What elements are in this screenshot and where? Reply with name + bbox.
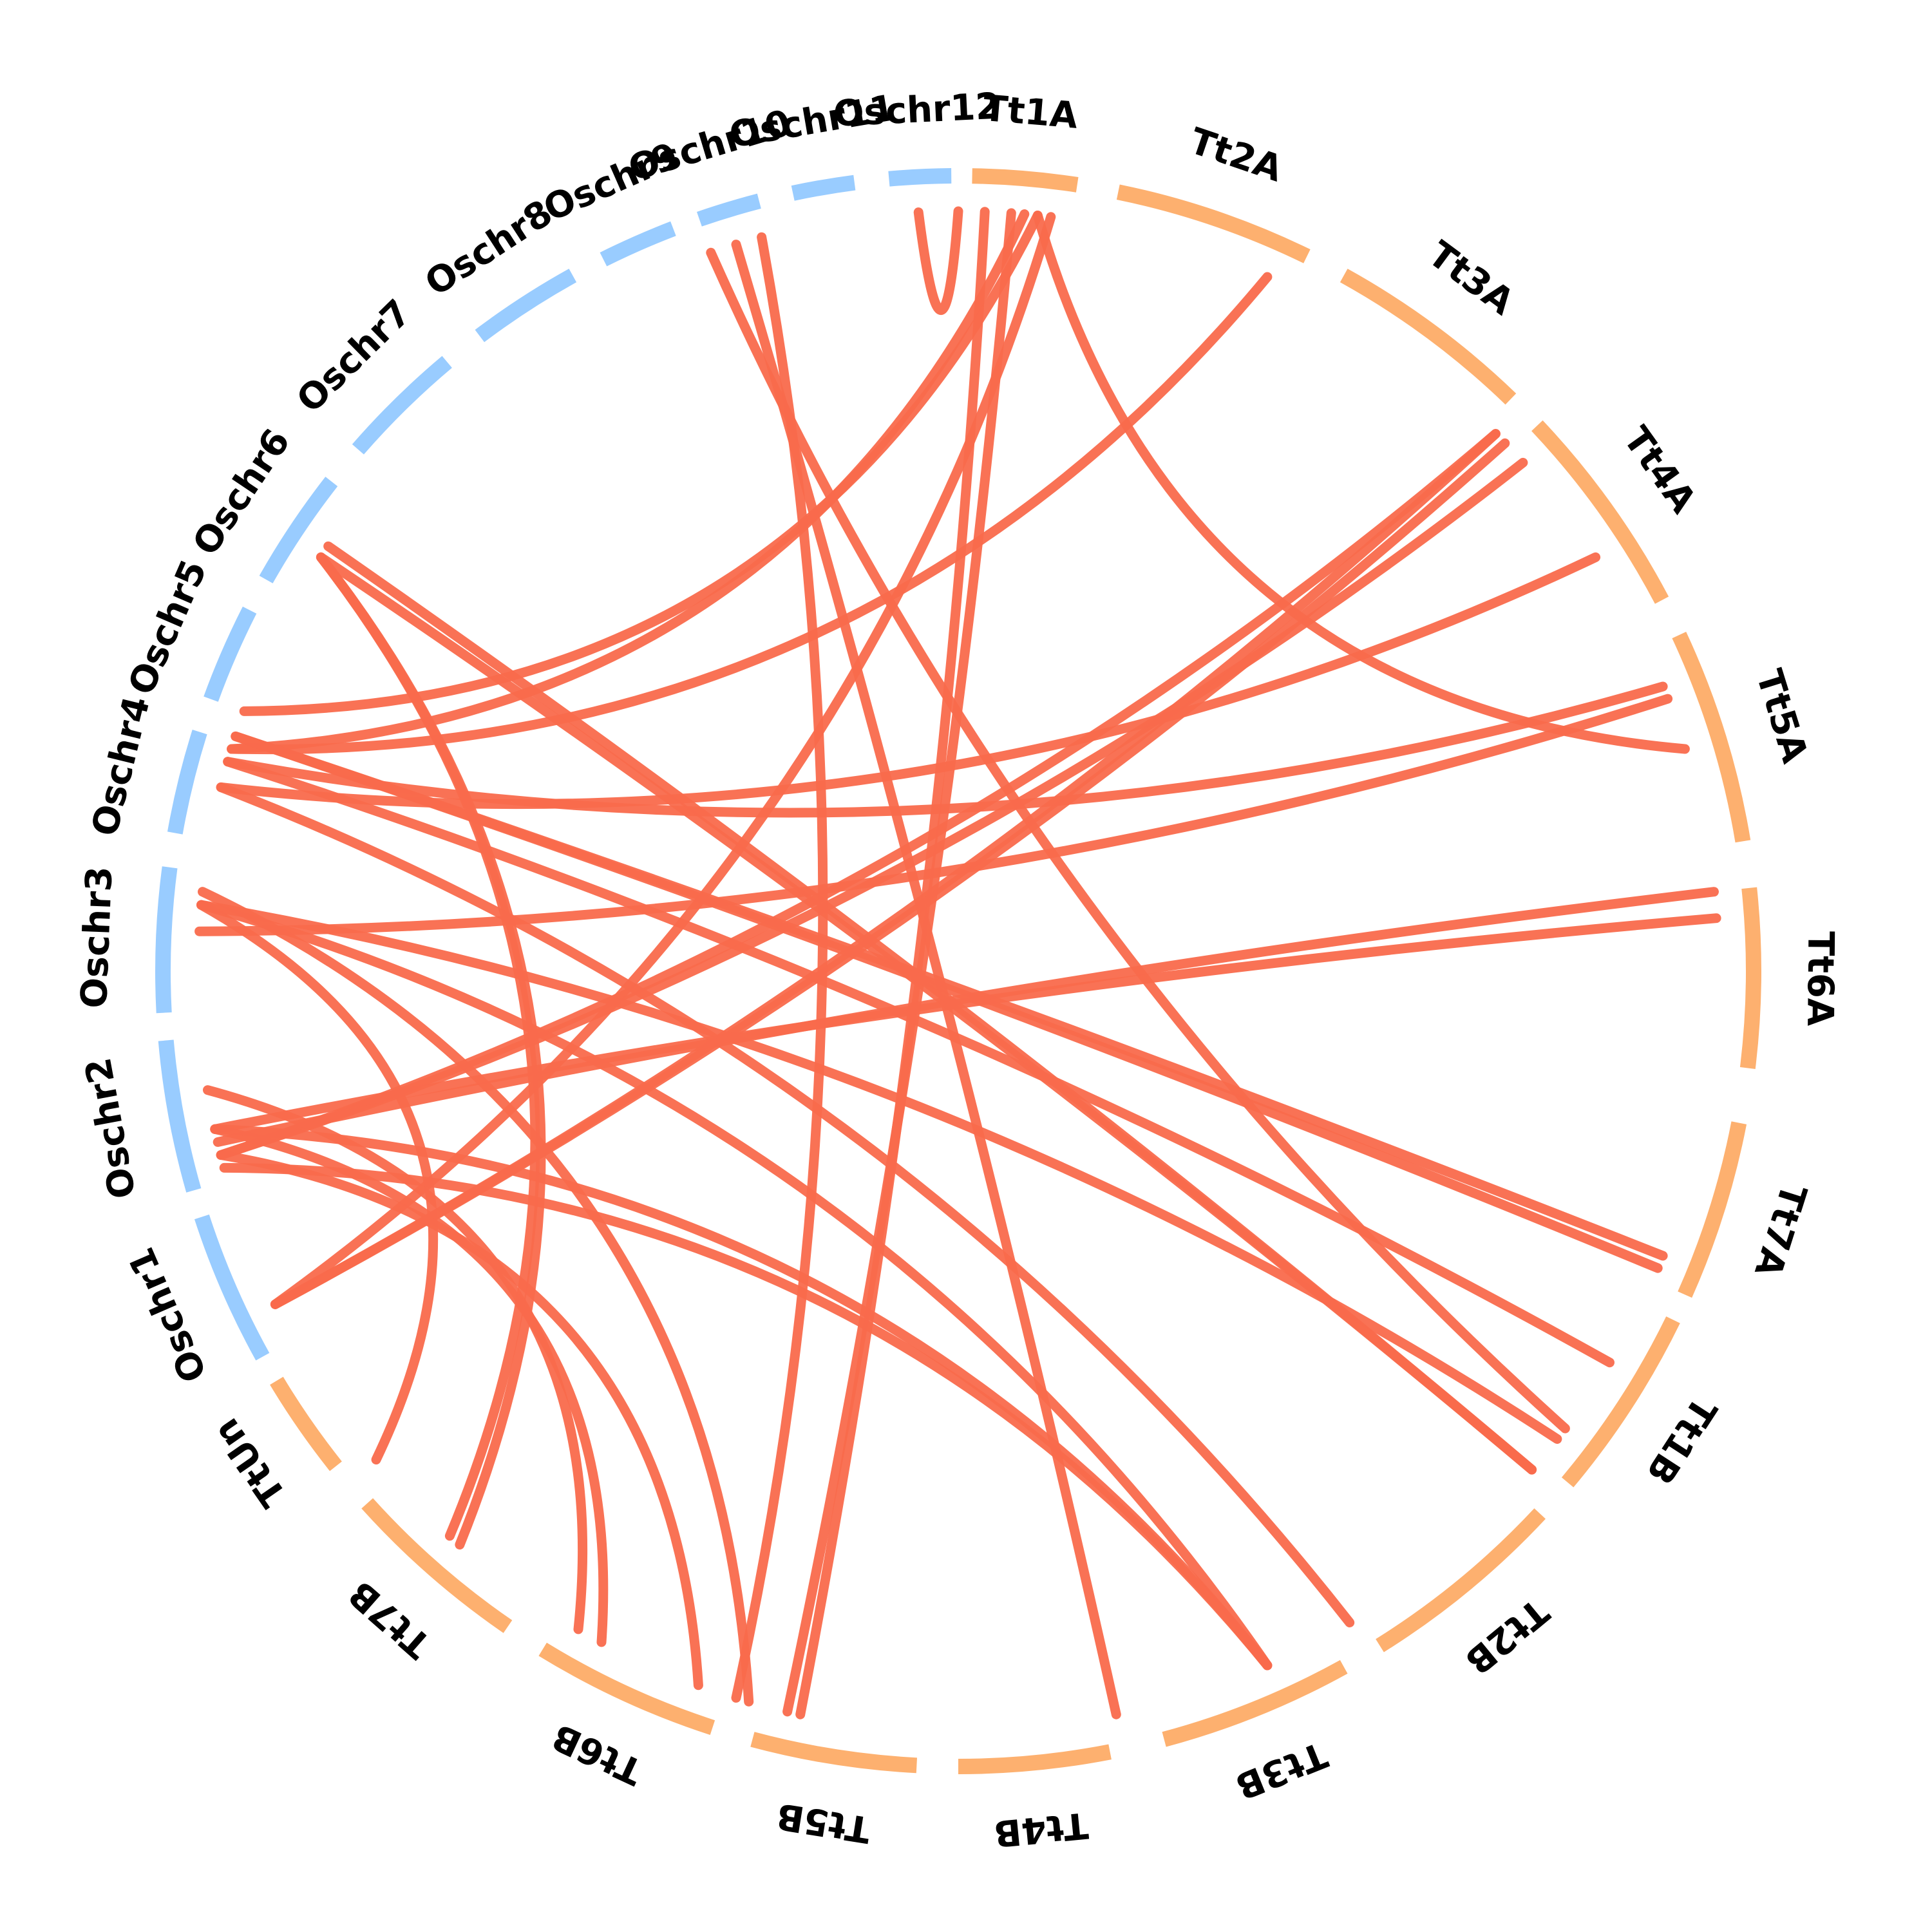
synteny-link-oschr5-tt2b bbox=[216, 782, 1355, 1627]
chromosome-label-tt7b: Tt7B bbox=[341, 1572, 439, 1666]
chromosome-arc-oschr12 bbox=[888, 168, 952, 187]
chromosome-arc-tt3b bbox=[1162, 1660, 1348, 1747]
chromosome-label-tt5a: Tt5A bbox=[1748, 665, 1816, 768]
chromosome-label-tt6a: Tt6A bbox=[1799, 931, 1841, 1027]
chromosome-arc-tt5b bbox=[750, 1732, 918, 1774]
chromosome-label-tt2a: Tt2A bbox=[1184, 120, 1288, 191]
synteny-link-oschr3-ttun bbox=[196, 900, 439, 1464]
synteny-link-oschr4-tt3b bbox=[196, 900, 1273, 1671]
chromosome-arc-tt2b bbox=[1376, 1508, 1546, 1653]
synteny-link-tt4a-oschr4 bbox=[216, 552, 1601, 810]
chromosome-arc-tt5a bbox=[1672, 632, 1751, 843]
chromosome-arc-tt7b bbox=[361, 1498, 513, 1633]
chromosome-arc-tt6b bbox=[538, 1642, 715, 1736]
synteny-link-oschr2-tt6b bbox=[210, 1124, 609, 1647]
chromosome-label-tt1b: Tt1B bbox=[1638, 1390, 1724, 1492]
synteny-link-tt3a-oschr2 bbox=[216, 457, 1528, 1160]
synteny-link-oschr4-tt1b bbox=[223, 757, 1615, 1368]
chromosome-label-oschr3: Oschr3 bbox=[73, 866, 121, 1009]
synteny-link-oschr6-tt1b bbox=[323, 541, 1537, 1475]
synteny-link-tt1a-oschr1 bbox=[270, 212, 1056, 1309]
chromosome-arc-oschr11 bbox=[791, 175, 856, 201]
chromosome-arc-tt2a bbox=[1116, 184, 1311, 263]
chromosome-label-tt3b: Tt3B bbox=[1229, 1733, 1332, 1807]
chromosome-arc-tt3a bbox=[1340, 269, 1517, 405]
chromosome-label-tt3a: Tt3A bbox=[1421, 233, 1522, 323]
chromosome-label-tt4b: Tt4B bbox=[992, 1804, 1090, 1855]
chromosome-arc-oschr4 bbox=[167, 729, 207, 835]
chromosome-label-oschr2: Oschr2 bbox=[77, 1055, 144, 1202]
chromosome-arc-tt4a bbox=[1531, 420, 1669, 604]
synteny-link-oschr10-tt1b bbox=[706, 247, 1570, 1434]
chromosome-arc-oschr2 bbox=[158, 1039, 202, 1193]
chromosome-label-tt6b: Tt6B bbox=[546, 1715, 649, 1793]
chromosome-arc-tt7a bbox=[1678, 1121, 1747, 1298]
chromosome-label-oschr12: Oschr12 bbox=[833, 86, 1001, 135]
chromosome-arc-oschr8 bbox=[475, 269, 577, 343]
chromosome-arc-ttun bbox=[270, 1376, 342, 1472]
chromosome-arc-tt4b bbox=[958, 1744, 1112, 1774]
chromosome-arc-oschr6 bbox=[259, 477, 338, 583]
synteny-link-oschr1-tt3b bbox=[219, 1162, 1273, 1671]
chromosome-arc-tt1b bbox=[1561, 1316, 1680, 1488]
synteny-link-tt6a-oschr2 bbox=[210, 913, 1721, 1134]
links-layer bbox=[194, 206, 1721, 1719]
synteny-link-oschr12-tt1a bbox=[913, 206, 963, 315]
chromosome-label-oschr1: Oschr1 bbox=[120, 1242, 216, 1388]
synteny-link-oschr4-tt1b bbox=[196, 900, 1562, 1444]
synteny-link-tt5a-oschr3 bbox=[194, 694, 1673, 936]
chromosome-arc-oschr5 bbox=[204, 606, 257, 702]
synteny-link-oschr1-tt6b bbox=[216, 1150, 703, 1690]
synteny-link-tt1a-oschr5 bbox=[227, 209, 1030, 754]
synteny-link-tt1a-oschr5 bbox=[239, 211, 1043, 716]
chromosome-arc-tt6a bbox=[1739, 887, 1761, 1069]
chromosome-label-oschr5: Oschr5 bbox=[120, 554, 216, 701]
synteny-link-tt1a-tt5a bbox=[1032, 211, 1690, 754]
chromosome-arc-tt1a bbox=[972, 168, 1079, 193]
chromosome-arc-oschr7 bbox=[352, 355, 452, 455]
synteny-link-tt1a-tt5b bbox=[782, 208, 1016, 1717]
chromosome-label-oschr4: Oschr4 bbox=[84, 692, 158, 840]
synteny-link-oschr5-tt7a bbox=[231, 731, 1663, 1273]
chromosome-label-tt5b: Tt5B bbox=[773, 1794, 873, 1850]
synteny-link-tt4a-oschr4 bbox=[223, 681, 1668, 818]
chromosome-arc-oschr1 bbox=[194, 1214, 270, 1361]
chromosome-arc-oschr10 bbox=[696, 193, 761, 227]
chromosome-label-ttun: TtUn bbox=[205, 1411, 295, 1515]
chromosome-arcs bbox=[155, 168, 1761, 1774]
chromosome-label-tt4a: Tt4A bbox=[1615, 419, 1705, 521]
chromosome-label-tt7a: Tt7A bbox=[1746, 1179, 1814, 1282]
chromosome-label-tt2b: Tt2B bbox=[1457, 1590, 1556, 1682]
synteny-link-tt2a-oschr5 bbox=[227, 272, 1273, 755]
chromosome-arc-oschr3 bbox=[155, 866, 178, 1014]
chromosome-arc-oschr9 bbox=[600, 221, 676, 267]
chromosome-label-tt1a: Tt1A bbox=[981, 88, 1080, 137]
